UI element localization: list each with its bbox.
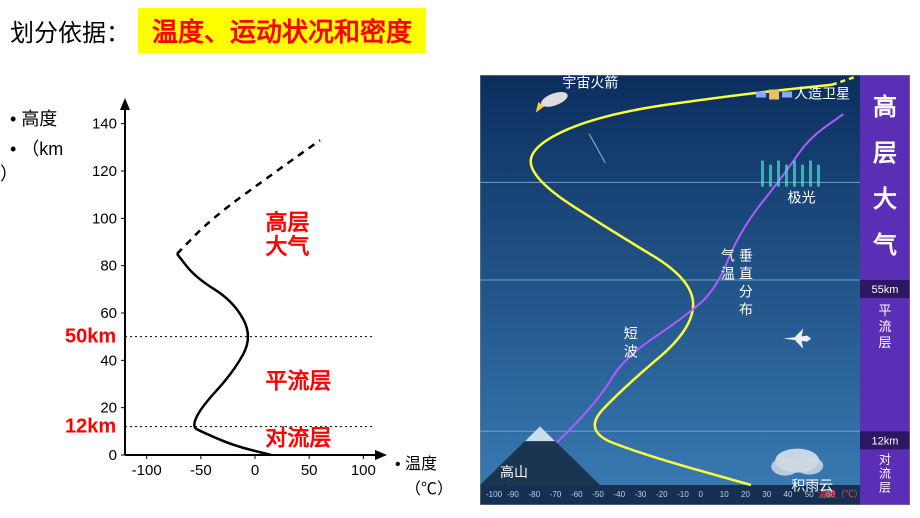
right-panel: 55km12km高层大气平流层对流层-100-90-80-70-60-50-40… [480, 75, 910, 505]
svg-text:40: 40 [100, 352, 117, 369]
svg-text:-90: -90 [507, 490, 519, 499]
svg-text:-10: -10 [677, 490, 689, 499]
svg-text:温: 温 [721, 265, 735, 281]
svg-text:30: 30 [762, 490, 771, 499]
svg-text:50km: 50km [65, 326, 116, 348]
svg-text:流: 流 [879, 466, 891, 480]
svg-text:-70: -70 [550, 490, 562, 499]
svg-text:分: 分 [739, 283, 753, 299]
svg-text:-50: -50 [190, 462, 212, 479]
svg-text:极光: 极光 [788, 190, 816, 206]
svg-text:-80: -80 [529, 490, 541, 499]
y-axis-label: • 高度 [10, 105, 57, 131]
svg-text:-30: -30 [635, 490, 647, 499]
svg-text:平流层: 平流层 [265, 369, 331, 394]
svg-text:大: 大 [873, 186, 897, 213]
svg-text:高山: 高山 [500, 464, 528, 480]
svg-text:0: 0 [699, 490, 704, 499]
svg-text:高层: 高层 [265, 210, 309, 235]
svg-text:50: 50 [301, 462, 318, 479]
svg-text:平: 平 [878, 303, 891, 318]
svg-text:100: 100 [92, 210, 117, 227]
svg-text:直: 直 [739, 265, 753, 281]
y-axis-unit-open: • （km [10, 135, 63, 161]
svg-text:高: 高 [873, 93, 897, 121]
svg-text:60: 60 [100, 305, 117, 322]
left-chart: • 高度 • （km ） • 温度 （℃） 20 40 60 80 100 120 140 0… [0, 85, 470, 505]
svg-text:-100: -100 [486, 490, 503, 499]
svg-text:波: 波 [624, 344, 638, 360]
svg-text:垂: 垂 [739, 247, 753, 263]
svg-text:12km: 12km [872, 435, 899, 447]
y-axis-unit-close: ） [0, 160, 18, 186]
svg-text:12km: 12km [65, 416, 116, 438]
svg-text:层: 层 [879, 480, 891, 494]
svg-text:对: 对 [879, 452, 891, 466]
svg-text:140: 140 [92, 116, 117, 133]
svg-text:层: 层 [873, 140, 897, 167]
svg-text:气: 气 [721, 247, 735, 263]
svg-text:人造卫星: 人造卫星 [794, 86, 850, 102]
svg-text:-60: -60 [571, 490, 583, 499]
x-axis-unit: （℃） [405, 475, 453, 499]
svg-text:-40: -40 [614, 490, 626, 499]
svg-text:层: 层 [878, 335, 891, 350]
svg-text:20: 20 [100, 400, 117, 417]
x-axis-label: • 温度 [395, 450, 437, 474]
svg-text:80: 80 [100, 258, 117, 275]
svg-text:10: 10 [720, 490, 729, 499]
svg-text:流: 流 [878, 319, 891, 334]
svg-text:-50: -50 [592, 490, 604, 499]
svg-text:短: 短 [624, 326, 638, 342]
svg-text:-100: -100 [132, 462, 162, 479]
svg-text:布: 布 [739, 301, 753, 317]
criteria-label: 划分依据： [10, 13, 130, 48]
svg-text:对流层: 对流层 [265, 426, 331, 451]
svg-text:120: 120 [92, 163, 117, 180]
svg-text:气: 气 [872, 231, 897, 259]
left-chart-svg: 20 40 60 80 100 120 140 0 -100 -50 0 50 100 50km 12km 高… [0, 85, 470, 505]
right-panel-svg: 55km12km高层大气平流层对流层-100-90-80-70-60-50-40… [480, 75, 910, 505]
svg-text:0: 0 [251, 462, 259, 479]
svg-text:55km: 55km [872, 284, 899, 296]
svg-text:0: 0 [109, 447, 117, 464]
svg-text:20: 20 [741, 490, 750, 499]
svg-text:宇宙火箭: 宇宙火箭 [562, 75, 618, 90]
svg-text:大气: 大气 [265, 234, 309, 259]
svg-text:100: 100 [351, 462, 376, 479]
svg-text:-20: -20 [656, 490, 668, 499]
svg-text:积雨云: 积雨云 [791, 478, 833, 494]
criteria-banner: 温度、运动状况和密度 [138, 8, 426, 53]
